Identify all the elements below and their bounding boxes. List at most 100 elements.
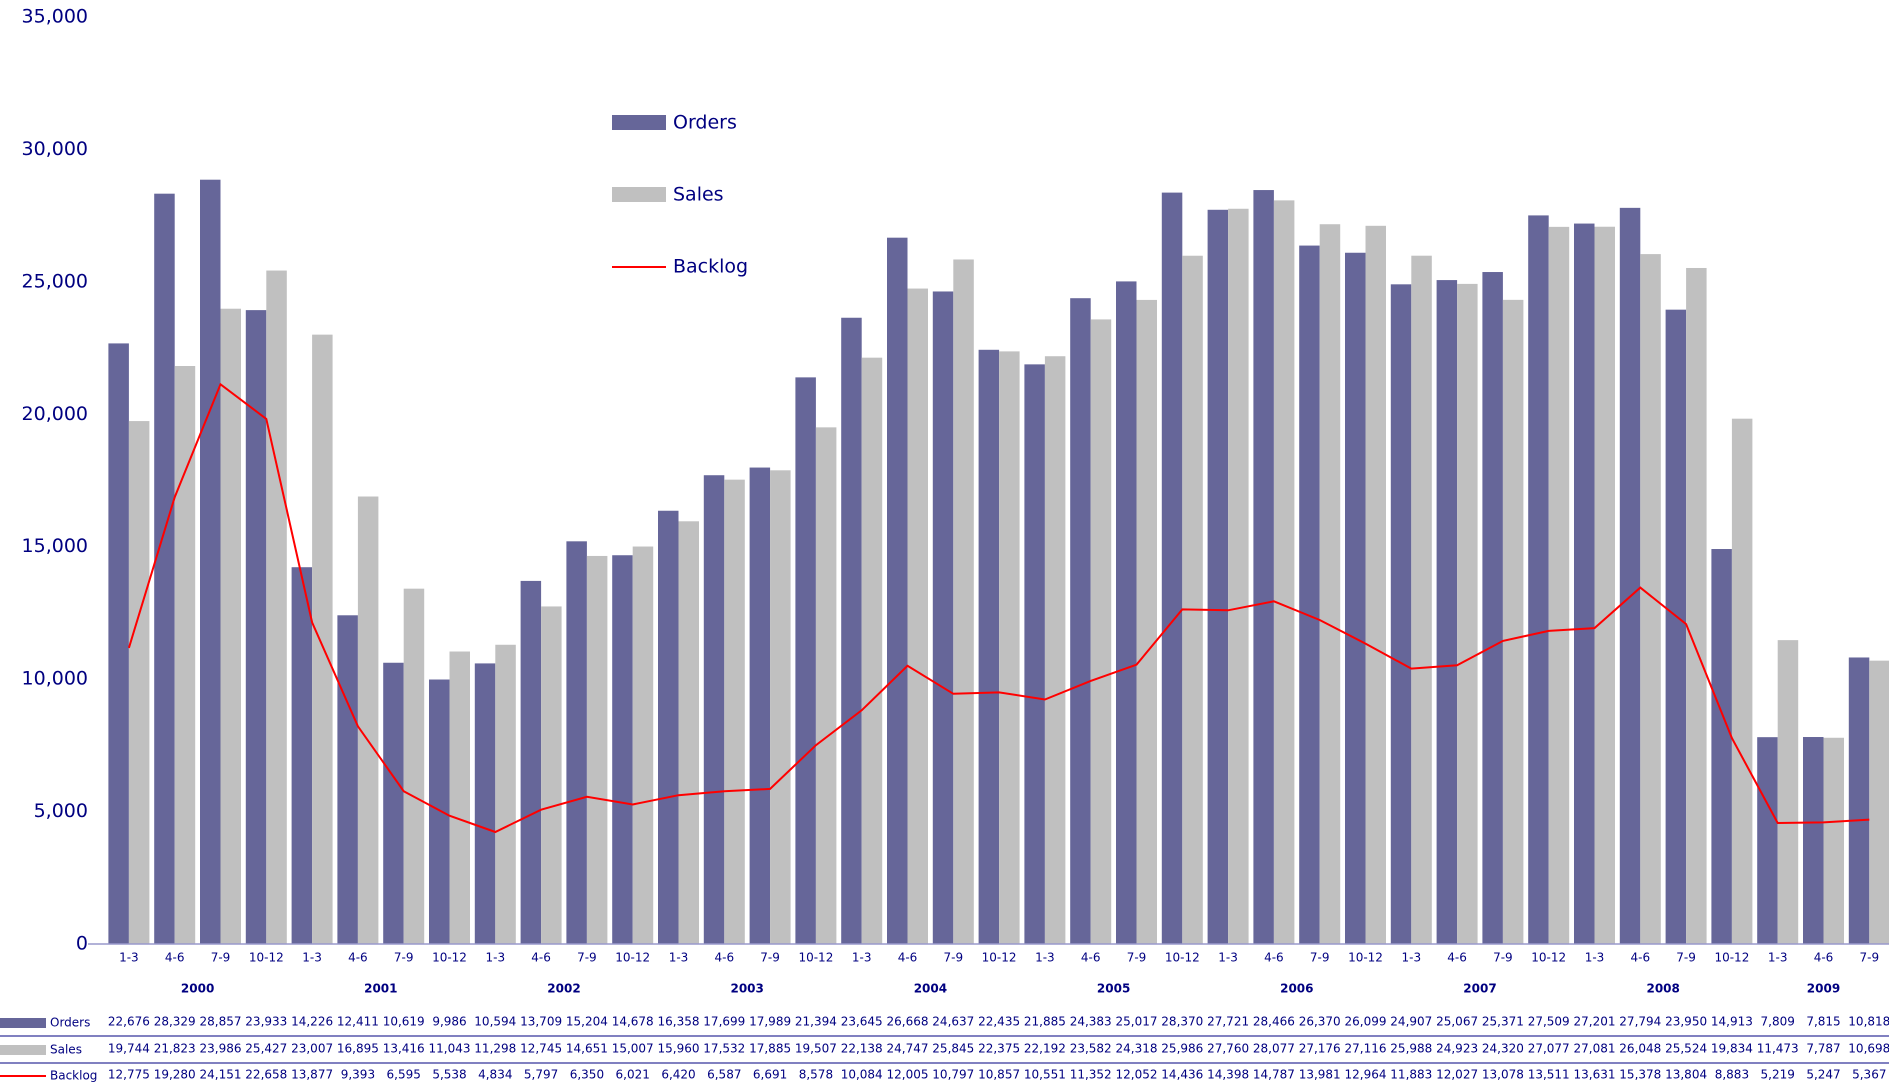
bar (128, 421, 150, 945)
table-cell: 6,420 (661, 1068, 695, 1082)
table-cell: 19,507 (795, 1042, 837, 1056)
x-tick-label: 4-6 (1630, 951, 1650, 965)
bar (220, 308, 241, 945)
bar (978, 349, 1000, 945)
table-cell: 19,744 (108, 1042, 150, 1056)
x-tick-label: 4-6 (1447, 951, 1467, 965)
x-tick-label: 1-3 (1035, 951, 1055, 965)
table-cell: 15,007 (612, 1042, 654, 1056)
bar (1823, 737, 1844, 944)
table-cell: 25,067 (1436, 1015, 1478, 1029)
bar (678, 521, 699, 944)
bar (1665, 309, 1687, 945)
table-cell: 21,394 (795, 1015, 837, 1029)
year-label: 2000 (181, 982, 214, 996)
table-cell: 5,538 (432, 1068, 466, 1082)
table-cell: 25,427 (245, 1042, 287, 1056)
table-cell: 16,895 (337, 1042, 379, 1056)
bar (266, 270, 287, 944)
table-cell: 22,658 (245, 1068, 287, 1082)
bar (1869, 660, 1889, 944)
bar (1345, 252, 1366, 945)
legend-label: Sales (673, 184, 724, 206)
x-tick-label: 10-12 (798, 951, 833, 965)
table-cell: 28,329 (154, 1015, 196, 1029)
table-cell: 6,350 (570, 1068, 604, 1082)
bar (907, 288, 928, 945)
table-cell: 28,370 (1161, 1015, 1203, 1029)
table-cell: 11,043 (429, 1042, 471, 1056)
x-tick-label: 4-6 (714, 951, 734, 965)
table-cell: 7,809 (1761, 1015, 1795, 1029)
bar (1319, 224, 1341, 944)
x-tick-label: 4-6 (1264, 951, 1284, 965)
table-cell: 10,594 (474, 1015, 516, 1029)
x-tick-label: 1-3 (669, 951, 689, 965)
table-cell: 23,582 (1070, 1042, 1112, 1056)
table-row-label: Orders (50, 1016, 90, 1030)
legend-label: Orders (673, 112, 737, 134)
bar (724, 479, 745, 944)
x-tick-label: 4-6 (1081, 951, 1101, 965)
table-cell: 5,219 (1761, 1068, 1795, 1082)
table-cell: 28,857 (200, 1015, 242, 1029)
x-tick-label: 10-12 (249, 951, 284, 965)
table-cell: 26,048 (1619, 1042, 1661, 1056)
table-cell: 13,709 (520, 1015, 562, 1029)
table-cell: 27,081 (1574, 1042, 1616, 1056)
table-cell: 22,375 (978, 1042, 1020, 1056)
bar (1044, 356, 1066, 945)
table-cell: 13,804 (1665, 1068, 1707, 1082)
table-cell: 5,247 (1806, 1068, 1840, 1082)
table-cell: 13,416 (383, 1042, 425, 1056)
x-tick-label: 7-9 (211, 951, 231, 965)
table-cell: 26,668 (887, 1015, 929, 1029)
bar (1803, 737, 1824, 944)
table-cell: 17,885 (749, 1042, 791, 1056)
x-tick-label: 10-12 (982, 951, 1017, 965)
bar (1482, 272, 1503, 944)
table-cell: 6,021 (616, 1068, 650, 1082)
x-tick-label: 10-12 (615, 951, 650, 965)
table-cell: 9,986 (432, 1015, 466, 1029)
y-tick-label: 15,000 (22, 535, 88, 557)
table-cell: 14,913 (1711, 1015, 1753, 1029)
legend-swatch (612, 115, 666, 130)
bar (1228, 208, 1249, 944)
year-label: 2004 (914, 982, 947, 996)
table-cell: 10,619 (383, 1015, 425, 1029)
bar (612, 555, 633, 944)
table-cell: 13,981 (1299, 1068, 1341, 1082)
table-cell: 24,383 (1070, 1015, 1112, 1029)
bar (1436, 280, 1458, 944)
bar (1207, 209, 1229, 944)
x-tick-label: 4-6 (898, 951, 918, 965)
x-tick-label: 10-12 (1165, 951, 1200, 965)
bar (1686, 267, 1707, 944)
table-cell: 17,532 (703, 1042, 745, 1056)
bar (1574, 223, 1595, 945)
table-cell: 12,027 (1436, 1068, 1478, 1082)
year-label: 2005 (1097, 982, 1130, 996)
bar (749, 467, 771, 944)
table-cell: 22,138 (841, 1042, 883, 1056)
y-tick-label: 20,000 (22, 403, 88, 425)
year-label: 2008 (1646, 982, 1679, 996)
x-tick-label: 4-6 (165, 951, 185, 965)
x-tick-label: 1-3 (1768, 951, 1788, 965)
table-cell: 19,280 (154, 1068, 196, 1082)
table-cell: 11,883 (1390, 1068, 1432, 1082)
bar (429, 679, 450, 944)
table-cell: 21,823 (154, 1042, 196, 1056)
year-label: 2003 (730, 982, 763, 996)
bar (1457, 283, 1478, 944)
table-cell: 7,815 (1806, 1015, 1840, 1029)
table-cell: 13,511 (1528, 1068, 1570, 1082)
x-tick-label: 7-9 (1676, 951, 1696, 965)
table-cell: 14,398 (1207, 1068, 1249, 1082)
bar (703, 475, 725, 944)
legend-label: Backlog (673, 256, 748, 278)
bar (541, 606, 562, 944)
table-cell: 25,988 (1390, 1042, 1432, 1056)
